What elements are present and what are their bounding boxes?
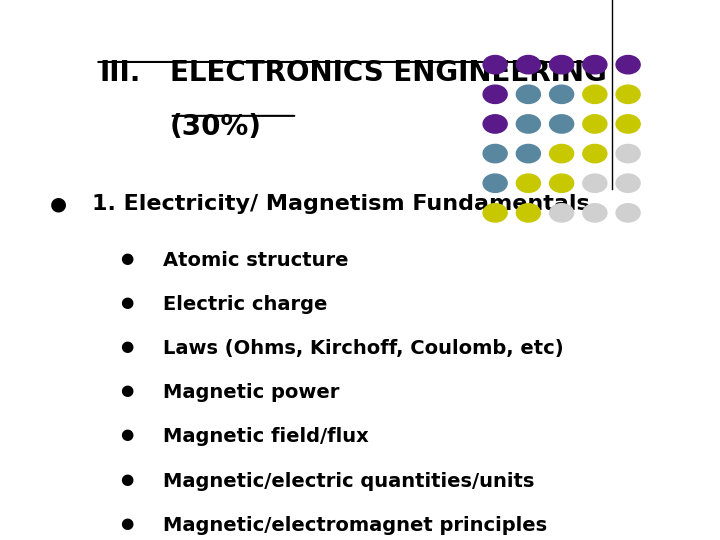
- Text: Magnetic field/flux: Magnetic field/flux: [163, 427, 369, 447]
- Circle shape: [483, 174, 507, 192]
- Circle shape: [549, 204, 574, 222]
- Text: Magnetic power: Magnetic power: [163, 383, 339, 402]
- Text: III.: III.: [99, 59, 140, 87]
- Circle shape: [582, 144, 607, 163]
- Text: ●: ●: [120, 427, 133, 442]
- Circle shape: [516, 204, 541, 222]
- Text: ●: ●: [120, 516, 133, 531]
- Circle shape: [549, 144, 574, 163]
- Circle shape: [616, 56, 640, 74]
- Circle shape: [516, 144, 541, 163]
- Circle shape: [483, 204, 507, 222]
- Circle shape: [549, 115, 574, 133]
- Circle shape: [483, 85, 507, 104]
- Text: ●: ●: [120, 383, 133, 398]
- Text: Magnetic/electromagnet principles: Magnetic/electromagnet principles: [163, 516, 546, 535]
- Circle shape: [616, 115, 640, 133]
- Circle shape: [616, 204, 640, 222]
- Text: Laws (Ohms, Kirchoff, Coulomb, etc): Laws (Ohms, Kirchoff, Coulomb, etc): [163, 339, 563, 358]
- Circle shape: [582, 204, 607, 222]
- Circle shape: [516, 115, 541, 133]
- Text: ●: ●: [120, 295, 133, 310]
- Text: Magnetic/electric quantities/units: Magnetic/electric quantities/units: [163, 471, 534, 490]
- Circle shape: [582, 174, 607, 192]
- Circle shape: [616, 85, 640, 104]
- Circle shape: [483, 115, 507, 133]
- Text: 1. Electricity/ Magnetism Fundamentals: 1. Electricity/ Magnetism Fundamentals: [92, 194, 590, 214]
- Circle shape: [483, 144, 507, 163]
- Circle shape: [549, 174, 574, 192]
- Circle shape: [483, 56, 507, 74]
- Circle shape: [549, 85, 574, 104]
- Circle shape: [549, 56, 574, 74]
- Circle shape: [616, 174, 640, 192]
- Circle shape: [516, 56, 541, 74]
- Text: (30%): (30%): [170, 113, 262, 141]
- Circle shape: [616, 144, 640, 163]
- Circle shape: [516, 85, 541, 104]
- Circle shape: [582, 85, 607, 104]
- Text: ●: ●: [120, 471, 133, 487]
- Text: ●: ●: [120, 339, 133, 354]
- Circle shape: [582, 56, 607, 74]
- Text: Electric charge: Electric charge: [163, 295, 327, 314]
- Circle shape: [516, 174, 541, 192]
- Text: ●: ●: [50, 194, 66, 213]
- Text: Atomic structure: Atomic structure: [163, 251, 348, 269]
- Circle shape: [582, 115, 607, 133]
- Text: ●: ●: [120, 251, 133, 266]
- Text: ELECTRONICS ENGINEERING: ELECTRONICS ENGINEERING: [170, 59, 606, 87]
